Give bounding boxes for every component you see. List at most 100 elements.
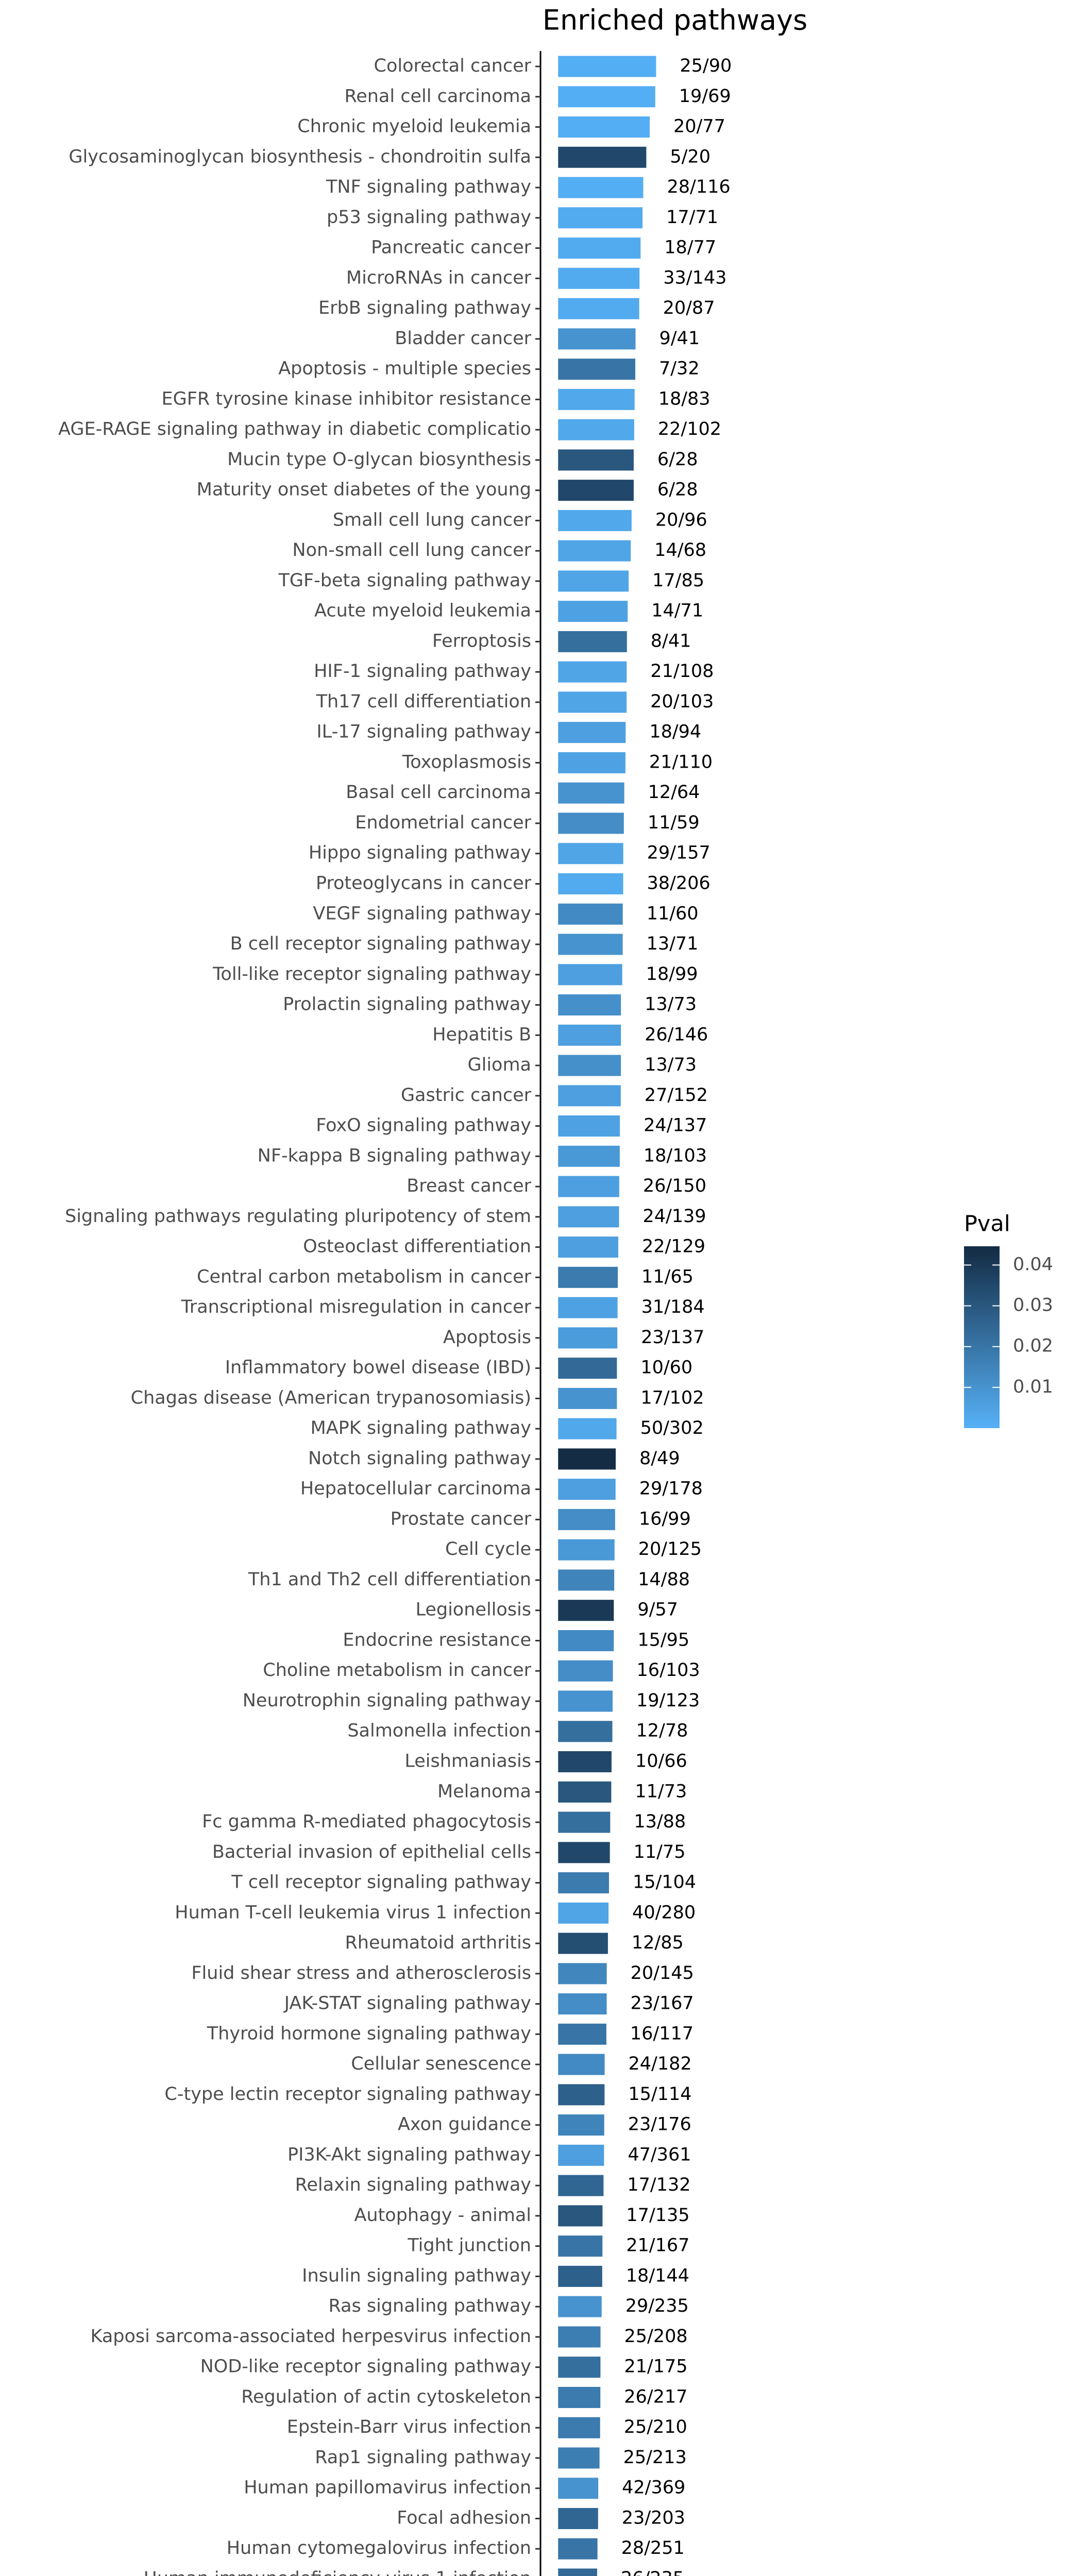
bar [558,570,629,592]
colorbar-title: Pval [964,1211,1010,1237]
value-label: 20/125 [638,1539,702,1560]
value-label: 11/75 [634,1842,686,1862]
value-label: 26/235 [621,2568,684,2576]
value-label: 18/144 [626,2265,689,2286]
value-label: 18/77 [664,238,716,258]
bar [558,56,656,77]
value-label: 17/85 [652,570,704,591]
bar [558,1358,617,1379]
value-label: 23/137 [641,1327,704,1348]
bar [558,601,628,622]
value-label: 12/85 [632,1933,684,1953]
y-tick-label: Breast cancer [407,1176,531,1196]
y-tick-label: Thyroid hormone signaling pathway [207,2023,531,2044]
bar [558,1266,618,1288]
y-tick-label: Melanoma [437,1781,531,1802]
y-tick-label: MicroRNAs in cancer [346,267,532,288]
y-tick-label: Prolactin signaling pathway [283,994,531,1015]
y-tick-label: Legionellosis [415,1600,531,1620]
y-tick-label: Fc gamma R-mediated phagocytosis [202,1811,531,1832]
bar [558,2265,602,2287]
value-label: 24/137 [644,1115,707,1136]
value-label: 29/235 [625,2296,689,2316]
y-tick-label: p53 signaling pathway [327,207,531,228]
bar [558,843,623,865]
bar [558,1024,621,1046]
y-tick-label: Human papillomavirus infection [244,2478,531,2498]
y-tick-label: Leishmaniasis [404,1751,531,1772]
bar [558,1811,611,1833]
value-label: 23/203 [622,2507,685,2528]
bar [558,2538,598,2560]
y-tick-label: Salmonella infection [347,1721,531,1741]
bar [558,782,624,804]
bar [558,1176,619,1197]
value-label: 10/60 [640,1358,692,1378]
value-label: 11/73 [635,1781,687,1802]
y-tick-label: TGF-beta signaling pathway [278,570,531,591]
bar [558,1902,609,1924]
y-tick-label: Osteoclast differentiation [303,1236,531,1257]
y-tick-label: Signaling pathways regulating pluripoten… [65,1206,531,1227]
y-tick-label: Toll-like receptor signaling pathway [212,964,531,985]
y-tick-label: Choline metabolism in cancer [263,1660,531,1681]
value-label: 20/96 [655,510,707,530]
bar [558,2114,604,2136]
bar [558,146,647,168]
value-label: 24/182 [629,2054,692,2074]
bar [558,1963,607,1985]
value-label: 8/41 [651,631,691,651]
value-label: 25/210 [624,2417,687,2437]
bar [558,1418,617,1439]
bar [558,2357,601,2378]
y-tick-label: Prostate cancer [391,1509,532,1529]
colorbar [964,1246,1000,1428]
value-label: 14/68 [654,540,706,561]
y-tick-label: Hepatitis B [432,1024,531,1045]
value-label: 6/28 [657,480,698,500]
y-tick-label: Focal adhesion [397,2507,531,2528]
bar [558,2568,597,2576]
bar [558,480,634,501]
value-label: 18/94 [649,722,701,742]
bar [558,1721,613,1742]
y-tick-label: Acute myeloid leukemia [314,601,531,621]
y-tick-label: Th17 cell differentiation [316,691,531,712]
y-tick-label: Tight junction [407,2235,531,2256]
value-label: 26/150 [643,1176,706,1196]
y-tick-label: Cell cycle [445,1539,531,1560]
value-label: 13/71 [647,934,699,954]
bar [558,1085,621,1107]
bar [558,1387,617,1409]
y-tick-label: Maturity onset diabetes of the young [197,480,531,500]
value-label: 8/49 [639,1448,680,1469]
value-label: 16/103 [637,1660,700,1681]
bar [558,964,622,986]
bar [558,116,650,138]
colorbar-tick-label: 0.02 [1013,1336,1053,1357]
bar [558,238,641,259]
bar [558,2205,603,2227]
value-label: 15/114 [628,2084,691,2105]
bar [558,2417,600,2438]
y-tick-label: Bladder cancer [395,328,531,349]
value-label: 15/104 [633,1872,696,1893]
y-tick-label: ErbB signaling pathway [318,298,531,318]
y-tick-label: Pancreatic cancer [371,238,531,258]
value-label: 27/152 [645,1085,708,1106]
bar [558,449,634,471]
y-tick-label: Endocrine resistance [343,1630,531,1650]
y-tick-label: Hippo signaling pathway [309,843,531,863]
bar [558,1690,613,1712]
bar [558,1327,618,1349]
bar [558,510,632,531]
bar [558,873,623,894]
bar [558,177,644,198]
bar [558,691,627,713]
bar [558,2084,605,2106]
value-label: 24/139 [643,1206,706,1227]
bar [558,2386,601,2408]
y-tick-label: AGE-RAGE signaling pathway in diabetic c… [58,419,531,439]
bar [558,2478,599,2499]
